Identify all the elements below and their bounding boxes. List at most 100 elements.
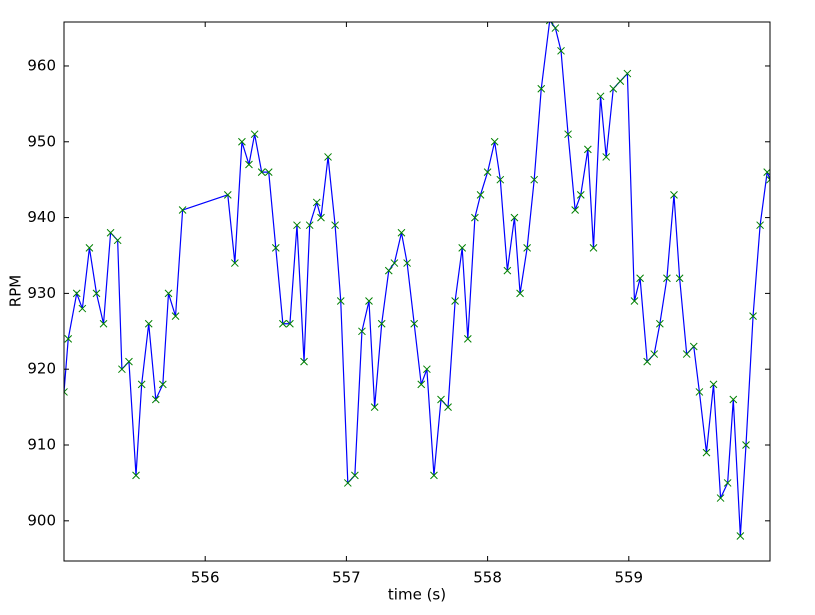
data-marker: [583, 145, 592, 154]
data-marker: [106, 228, 115, 237]
data-marker: [238, 137, 246, 146]
data-marker: [510, 213, 519, 222]
y-tick-label: 930: [27, 284, 56, 302]
data-marker: [716, 494, 725, 502]
data-marker: [430, 471, 438, 480]
data-marker: [358, 327, 366, 336]
data-marker: [463, 335, 472, 343]
plot-frame: [63, 21, 771, 562]
data-marker: [709, 380, 718, 389]
data-marker: [72, 289, 81, 298]
data-marker: [78, 304, 87, 313]
data-marker: [643, 357, 652, 366]
data-marker: [471, 213, 479, 222]
data-marker: [458, 244, 467, 252]
data-marker: [523, 244, 531, 252]
data-marker: [113, 236, 122, 245]
data-marker: [118, 365, 126, 374]
data-marker: [397, 228, 406, 237]
data-marker: [602, 153, 611, 161]
data-marker: [410, 319, 419, 328]
data-marker: [158, 380, 167, 389]
data-marker: [351, 471, 359, 480]
data-marker: [564, 130, 572, 139]
data-marker: [384, 266, 393, 275]
data-marker: [257, 168, 266, 176]
data-marker: [609, 84, 618, 93]
data-marker: [551, 24, 560, 32]
data-marker: [723, 479, 732, 487]
y-tick-label: 960: [27, 56, 56, 74]
data-marker: [689, 342, 698, 351]
data-marker: [317, 213, 325, 222]
x-tick-label: 557: [332, 569, 361, 587]
data-marker: [324, 153, 332, 161]
data-marker: [144, 319, 153, 328]
data-marker: [64, 335, 73, 343]
data-marker: [623, 69, 632, 78]
x-tick-label: 558: [473, 569, 502, 587]
data-marker: [596, 92, 605, 101]
data-marker: [245, 160, 253, 169]
data-marker: [336, 297, 345, 305]
data-marker: [271, 244, 280, 252]
data-marker: [423, 365, 431, 374]
data-marker: [293, 221, 301, 230]
data-marker: [545, 22, 554, 25]
data-marker: [670, 190, 678, 199]
data-marker: [264, 168, 273, 176]
data-marker: [537, 84, 546, 93]
data-marker: [483, 168, 492, 176]
data-marker: [230, 259, 239, 267]
data-marker: [171, 312, 180, 320]
data-marker: [702, 448, 711, 457]
data-marker: [279, 319, 287, 328]
data-marker: [630, 297, 639, 305]
data-marker: [132, 471, 140, 480]
data-marker: [92, 289, 101, 298]
data-marker: [312, 198, 321, 207]
data-marker: [164, 289, 173, 298]
data-marker: [516, 289, 524, 298]
data-marker: [390, 259, 399, 267]
y-tick-label: 910: [27, 436, 56, 454]
data-marker: [417, 380, 426, 389]
data-marker: [729, 395, 738, 404]
data-marker: [125, 357, 133, 366]
data-marker: [576, 190, 585, 199]
data-marker: [151, 395, 160, 404]
data-marker: [490, 137, 499, 146]
data-marker: [343, 479, 352, 487]
data-marker: [451, 297, 459, 305]
data-marker: [742, 441, 750, 449]
data-marker: [616, 77, 625, 85]
data-marker: [437, 395, 445, 404]
x-tick-label: 559: [614, 569, 643, 587]
data-marker: [476, 190, 485, 199]
data-marker: [365, 297, 373, 305]
data-marker: [496, 175, 505, 184]
y-axis-label: RPM: [7, 275, 25, 307]
plot-area: [64, 22, 770, 561]
data-marker: [663, 274, 671, 283]
data-marker: [444, 403, 452, 411]
data-marker: [250, 130, 259, 139]
data-marker: [557, 46, 565, 55]
data-marker: [766, 175, 770, 184]
y-tick-label: 920: [27, 360, 56, 378]
data-marker: [749, 312, 757, 320]
plot-content: [64, 22, 770, 540]
data-marker: [650, 350, 659, 358]
data-marker: [503, 266, 512, 275]
data-marker: [682, 350, 691, 358]
data-marker: [300, 357, 308, 366]
data-marker: [85, 244, 94, 252]
data-marker: [571, 206, 579, 214]
y-tick-label: 940: [27, 208, 56, 226]
data-marker: [305, 221, 314, 230]
y-tick-label: 950: [27, 132, 56, 150]
data-line: [64, 22, 770, 537]
data-marker: [636, 274, 644, 283]
data-marker: [756, 221, 764, 230]
data-marker: [530, 175, 539, 184]
